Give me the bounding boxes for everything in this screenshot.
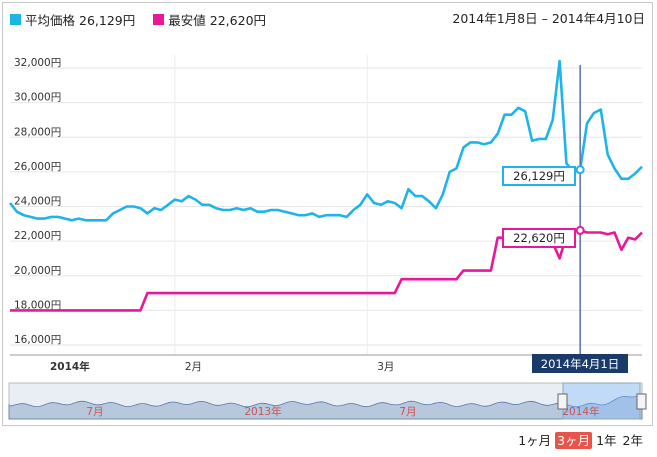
legend-minimum-label: 最安値: [168, 12, 206, 28]
period-selector: 1ヶ月 3ヶ月 1年 2年: [514, 431, 645, 449]
average-price-line[interactable]: [8, 59, 643, 222]
tooltip-minimum-value: 22,620円: [513, 231, 565, 245]
tooltip-average-box: [502, 166, 576, 186]
minimum-price-line[interactable]: [10, 229, 643, 312]
period-button[interactable]: 1年: [596, 432, 617, 448]
tooltip-date: 2014年4月1日: [541, 357, 619, 371]
legend-item-minimum[interactable]: 最安値 22,620円: [153, 10, 270, 29]
y-tick-label: 28,000円: [14, 126, 61, 138]
legend-item-average[interactable]: 平均価格 26,129円: [10, 10, 139, 29]
navigator-label: 7月: [399, 406, 416, 418]
legend-average-value: 26,129円: [79, 12, 136, 28]
legend-minimum-value: 22,620円: [209, 12, 267, 28]
tooltip-date-box: [532, 354, 628, 373]
navigator-right-handle-icon[interactable]: [636, 393, 647, 410]
minimum-swatch-icon: [153, 13, 165, 25]
y-axis-ticks: 16,000円 18,000円 20,000円 22,000円 24,000円 26,00…: [14, 57, 61, 346]
date-range: 2014年1月8日 – 2014年4月10日: [452, 11, 645, 26]
tooltips: 26,129円 22,620円 2014年4月1日: [502, 166, 628, 373]
y-tick-label: 20,000円: [14, 265, 61, 277]
y-tick-label: 18,000円: [14, 299, 61, 311]
x-tick-label: 2014年: [50, 360, 90, 373]
x-tick-label: 2月: [185, 361, 202, 373]
navigator-left-handle-icon[interactable]: [557, 393, 568, 410]
navigator[interactable]: 7月 2013年 7月 2014年: [8, 382, 647, 420]
navigator-area: [8, 393, 643, 420]
average-marker-icon: [575, 165, 585, 175]
period-button[interactable]: 1ヶ月: [518, 432, 552, 448]
y-tick-label: 24,000円: [14, 196, 61, 208]
navigator-label: 7月: [86, 406, 103, 418]
navigator-label: 2014年: [562, 405, 599, 418]
period-button[interactable]: 3ヶ月: [555, 431, 593, 449]
grid-lines: [10, 55, 642, 355]
legend: 平均価格 26,129円 最安値 22,620円: [10, 10, 284, 28]
x-tick-label: 3月: [377, 361, 394, 373]
minimum-marker-icon: [575, 225, 585, 235]
y-tick-label: 16,000円: [14, 334, 61, 346]
y-tick-label: 32,000円: [14, 57, 61, 69]
tooltip-minimum-box: [502, 228, 576, 248]
series-layer: [8, 59, 643, 312]
y-tick-label: 30,000円: [14, 92, 61, 104]
crosshair: [575, 65, 585, 355]
legend-average-label: 平均価格: [25, 12, 76, 28]
tooltip-average-value: 26,129円: [513, 169, 565, 183]
y-tick-label: 22,000円: [14, 230, 61, 242]
y-tick-label: 26,000円: [14, 161, 61, 173]
period-button[interactable]: 2年: [622, 432, 643, 448]
average-swatch-icon: [10, 13, 21, 25]
navigator-label: 2013年: [244, 405, 281, 418]
